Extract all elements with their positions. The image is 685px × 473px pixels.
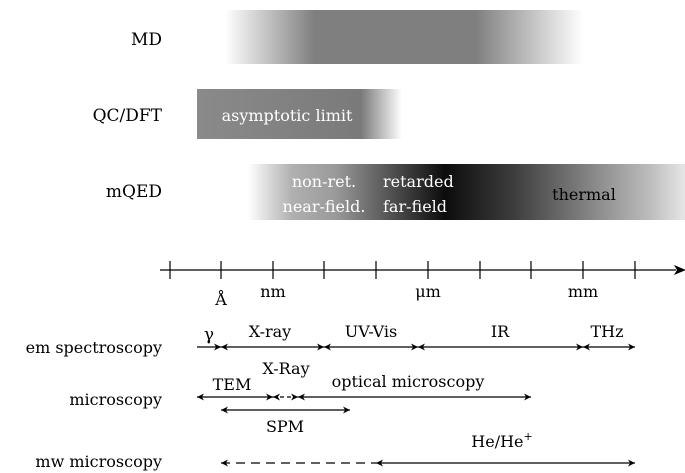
thz-label: THz <box>590 322 623 341</box>
ir-label: IR <box>491 322 510 341</box>
gamma-label: γ <box>204 325 214 345</box>
mqed-band <box>248 164 685 220</box>
row-label-qc-dft: QC/DFT <box>93 106 163 126</box>
optical-microscopy-label: optical microscopy <box>332 372 485 391</box>
retarded-label-2: far-field <box>383 197 447 216</box>
md-band <box>225 10 583 64</box>
axis-arrowhead <box>674 265 685 275</box>
qc-band-label: asymptotic limit <box>222 106 353 125</box>
qc-band <box>197 89 402 139</box>
spm-label: SPM <box>266 417 304 436</box>
retarded-label-1: retarded <box>383 172 454 191</box>
nonret-label-1: non-ret. <box>292 172 356 191</box>
xray-microscopy-label: X-Ray <box>262 359 309 378</box>
uvvis-label: UV-Vis <box>345 322 397 341</box>
tick-label-mm: mm <box>568 282 598 301</box>
thermal-label: thermal <box>552 185 616 204</box>
axis-ticks <box>169 261 636 279</box>
he-label: He/He+ <box>471 430 532 451</box>
row-label-mqed: mQED <box>106 182 162 202</box>
tick-label-um: μm <box>415 282 441 301</box>
technique-microscopy: microscopy <box>69 390 162 409</box>
tick-label-angstrom: Å <box>214 289 227 309</box>
nonret-label-2: near-field. <box>283 197 366 216</box>
row-label-md: MD <box>131 30 162 50</box>
technique-em-spectroscopy: em spectroscopy <box>26 338 162 357</box>
tick-label-nm: nm <box>260 282 285 301</box>
xray-label: X-ray <box>249 322 291 341</box>
technique-mw-microscopy: mw microscopy <box>35 452 162 471</box>
tem-label: TEM <box>213 375 252 394</box>
